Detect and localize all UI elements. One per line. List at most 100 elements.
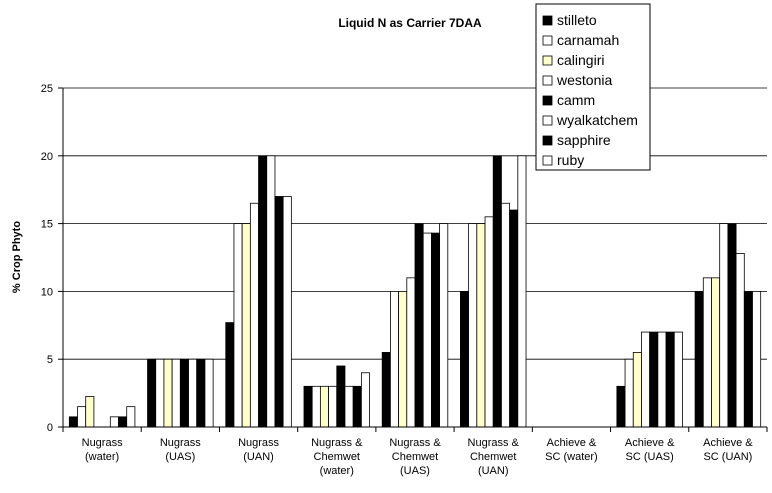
bar [352, 385, 362, 428]
x-tick-label: Nugrass [160, 437, 201, 449]
bar [406, 277, 416, 428]
bar [344, 385, 354, 428]
bar [641, 331, 651, 428]
bar [735, 253, 745, 428]
x-tick-label: Nugrass & [389, 437, 441, 449]
bar [509, 209, 519, 428]
legend-swatch [542, 75, 553, 86]
bar [77, 406, 87, 428]
legend-label: camm [557, 92, 595, 108]
legend-swatch [542, 135, 553, 146]
x-tick-label: (UAN) [478, 465, 509, 477]
bar [468, 223, 478, 428]
bar [381, 352, 391, 428]
legend-swatch [542, 55, 553, 66]
bar [711, 277, 721, 428]
x-tick-label: Chemwet [314, 451, 360, 463]
bar [126, 406, 136, 428]
legend-label: stilleto [557, 12, 597, 28]
bar [719, 223, 729, 428]
x-tick-label: Nugrass [82, 437, 123, 449]
x-tick-label: SC (water) [545, 451, 598, 463]
y-tick-label: 0 [47, 422, 53, 434]
legend-label: calingiri [557, 52, 604, 68]
bar [752, 290, 762, 428]
x-tick-label: (water) [85, 451, 119, 463]
x-tick-label: Nugrass [238, 437, 279, 449]
bar [303, 385, 313, 428]
bar [274, 196, 284, 428]
legend-box [535, 3, 651, 171]
bar [179, 358, 189, 428]
chart-title: Liquid N as Carrier 7DAA [338, 16, 482, 30]
x-tick-label: SC (UAN) [703, 451, 752, 463]
legend-swatch [542, 95, 553, 106]
bar [430, 232, 440, 428]
bar [673, 331, 683, 428]
legend-label: wyalkatchem [556, 112, 638, 128]
bar [109, 416, 119, 428]
bar [204, 358, 214, 428]
x-tick-label: Nugrass & [311, 437, 363, 449]
bar [196, 358, 206, 428]
bar [657, 331, 667, 428]
bar [155, 358, 165, 428]
bar [743, 290, 753, 428]
x-tick-label: (UAS) [400, 465, 430, 477]
x-tick-label: Nugrass & [468, 437, 520, 449]
bar [311, 385, 321, 428]
y-axis-label: % Crop Phyto [11, 221, 23, 293]
legend-swatch [542, 115, 553, 126]
x-tick-label: Chemwet [392, 451, 438, 463]
bar [328, 385, 338, 428]
x-tick-label: (UAN) [243, 451, 274, 463]
legend-label: westonia [556, 72, 612, 88]
bar [85, 396, 95, 428]
bar [476, 223, 486, 428]
bar [422, 232, 432, 428]
bar [624, 358, 634, 428]
x-tick-label: (water) [320, 465, 354, 477]
bar [282, 196, 292, 428]
x-tick-label: Achieve & [703, 437, 753, 449]
bar [360, 372, 370, 428]
legend-label: carnamah [557, 32, 619, 48]
y-tick-label: 15 [41, 219, 53, 231]
legend-swatch [542, 35, 553, 46]
bar [665, 331, 675, 428]
legend-label: ruby [557, 152, 584, 168]
bar [501, 202, 511, 428]
x-tick-label: SC (UAS) [626, 451, 674, 463]
x-tick-label: (UAS) [165, 451, 195, 463]
bar [118, 416, 128, 428]
y-tick-label: 10 [41, 286, 53, 298]
bar [632, 352, 642, 428]
bar [398, 290, 408, 428]
y-tick-label: 5 [47, 354, 53, 366]
y-tick-label: 25 [41, 83, 53, 95]
bar [68, 416, 78, 428]
x-tick-label: Chemwet [470, 451, 516, 463]
bar [492, 155, 502, 428]
bar [702, 277, 712, 428]
bar [616, 385, 626, 428]
bar [460, 290, 470, 428]
bar [266, 155, 276, 428]
bar [163, 358, 173, 428]
bar [336, 365, 346, 428]
bar [484, 216, 494, 428]
bar [439, 223, 449, 428]
bar [319, 385, 329, 428]
legend-label: sapphire [557, 132, 611, 148]
legend-swatch [542, 155, 553, 166]
y-tick-label: 20 [41, 151, 53, 163]
bar [249, 202, 259, 428]
bar [517, 155, 527, 428]
bar [389, 290, 399, 428]
legend-swatch [542, 15, 553, 26]
bar [694, 290, 704, 428]
bar [258, 155, 268, 428]
bar [727, 223, 737, 428]
bar [649, 331, 659, 428]
